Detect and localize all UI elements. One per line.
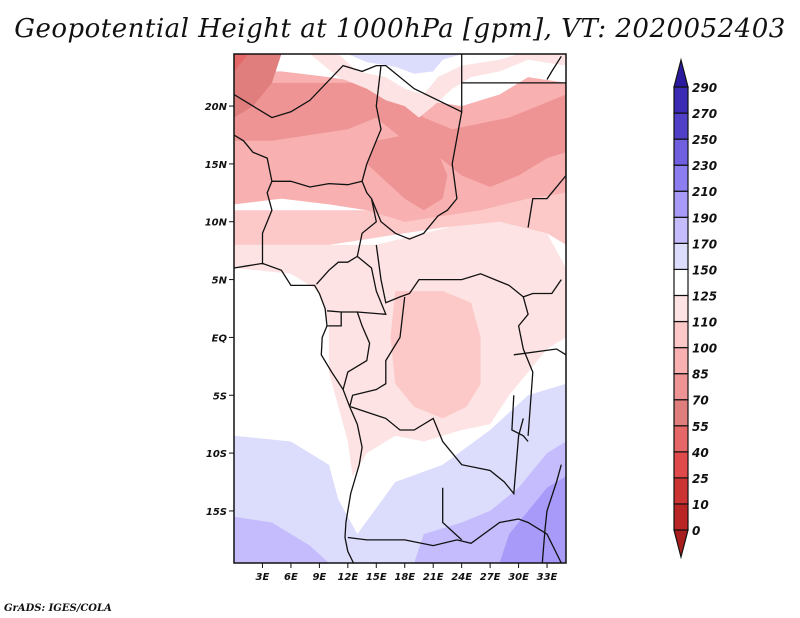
colorbar-box [673, 164, 689, 192]
fill-190-210 [499, 476, 566, 563]
lon-tick-label: 6E [284, 572, 298, 583]
border-sudan-south [527, 82, 566, 228]
colorbar-box [673, 451, 689, 479]
colorbar-label: 100 [692, 342, 717, 356]
colorbar-label: 40 [691, 446, 709, 460]
longitude-axis: 3E 6E 9E 12E 15E 18E 21E 24E 27E 30E 33E [256, 563, 558, 583]
border-angola-zambia [442, 487, 463, 541]
border-gabon-congo [342, 311, 371, 390]
lat-tick-label: 10S [206, 449, 227, 460]
lon-tick-label: 3E [256, 572, 270, 583]
border-nigeria-cameroon [316, 198, 378, 285]
colorbar-box [673, 294, 689, 323]
colorbar-upper-arrow [673, 57, 689, 88]
lon-tick-label: 9E [312, 572, 326, 583]
country-borders [234, 54, 566, 563]
fill-70-85 [234, 82, 566, 187]
colorbar: 0 10 25 40 55 70 85 100 110 125 150 170 190 210 230 250… [673, 57, 717, 560]
border-niger-chad [361, 65, 382, 182]
colorbar-label: 70 [692, 394, 709, 408]
lat-tick-label: 20N [205, 102, 228, 113]
colorbar-box [673, 112, 689, 140]
fill-150-north [347, 54, 462, 74]
border-east-lakes [517, 296, 534, 436]
colorbar-label: 290 [692, 81, 717, 95]
chart-title: Geopotential Height at 1000hPa [gpm], VT… [14, 14, 786, 44]
colorbar-label: 230 [692, 159, 717, 173]
colorbar-box [673, 190, 689, 218]
colorbar-label: 150 [692, 263, 717, 277]
colorbar-label: 210 [692, 185, 717, 199]
border-mozambique [541, 464, 562, 563]
fill-100-110-congo [390, 291, 481, 419]
border-uganda-tanzania [513, 348, 566, 356]
map-frame [233, 53, 567, 564]
colorbar-label: 10 [692, 498, 709, 512]
border-niger-nigeria [271, 180, 373, 200]
colorbar-label: 190 [692, 211, 717, 225]
border-congo-drc [349, 296, 406, 407]
lon-tick-label: 18E [394, 572, 415, 583]
latitude-axis: 15S 10S 5S EQ 5N 10N 15N 20N [205, 102, 234, 518]
lon-tick-label: 15E [366, 572, 387, 583]
colorbar-box [673, 138, 689, 166]
colorbar-label: 270 [692, 107, 717, 121]
colorbar-box [673, 346, 689, 375]
lat-tick-label: 10N [205, 218, 228, 229]
colorbar-lower-arrow [673, 529, 689, 560]
lon-tick-label: 12E [337, 572, 358, 583]
colorbar-box [673, 399, 689, 427]
colorbar-box [673, 425, 689, 453]
fill-170-190 [234, 516, 329, 563]
lon-tick-label: 30E [508, 572, 529, 583]
colorbar-box [673, 320, 689, 349]
fill-40-55 [234, 54, 249, 72]
colorbar-label: 170 [692, 237, 717, 251]
lat-tick-label: 5S [213, 391, 227, 402]
coastline-west [234, 262, 363, 563]
colorbar-label: 0 [692, 524, 700, 538]
lon-tick-label: 27E [480, 572, 501, 583]
colorbar-label: 25 [692, 472, 709, 486]
colorbar-box [673, 216, 689, 244]
border-car-drc [375, 244, 562, 304]
lake-nasser [546, 55, 562, 80]
colorbar-label: 85 [692, 368, 709, 382]
colorbar-box [673, 477, 689, 505]
lake-tanganyika [511, 395, 529, 442]
colorbar-box [673, 86, 689, 114]
grads-credit: GrADS: IGES/COLA [4, 603, 112, 614]
colorbar-label: 110 [692, 316, 717, 330]
colorbar-label: 55 [692, 420, 709, 434]
lat-tick-label: 5N [212, 276, 228, 287]
lon-tick-label: 21E [423, 572, 444, 583]
colorbar-box [673, 242, 689, 271]
contour-fill-layer [234, 54, 566, 563]
colorbar-label: 125 [692, 289, 717, 303]
colorbar-box [673, 373, 689, 401]
lat-tick-label: EQ [212, 333, 228, 344]
fill-70-85-chad [366, 135, 448, 211]
lon-tick-label: 24E [451, 572, 472, 583]
border-angola-namibia [347, 518, 562, 563]
border-chad-sudan [370, 111, 463, 240]
colorbar-box [673, 268, 689, 297]
border-eq-guinea [327, 312, 342, 327]
lat-tick-label: 15S [206, 507, 227, 518]
lon-tick-label: 33E [537, 572, 558, 583]
colorbar-box [673, 503, 689, 531]
lat-tick-label: 15N [205, 160, 228, 171]
border-drc-south [350, 406, 524, 496]
colorbar-label: 250 [692, 133, 717, 147]
